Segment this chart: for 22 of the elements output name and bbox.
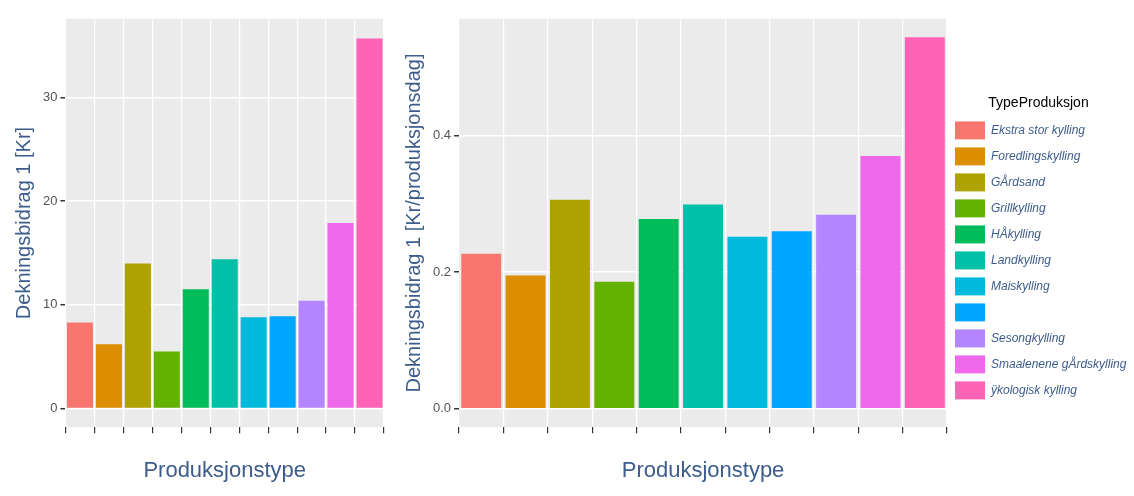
legend-label: Smaalenene gÅrdskylling [991, 355, 1127, 371]
y-tick-label: 10 [42, 296, 58, 312]
x-axis-title: Produksjonstype [621, 456, 785, 482]
legend-label: Maiskylling [991, 278, 1051, 293]
x-axis-title: Produksjonstype [143, 456, 307, 482]
y-tick-label: 0.0 [432, 400, 452, 416]
y-tick-label: 0 [50, 400, 58, 416]
y-axis-title: Dekningsbidrag 1 [Kr/produksjonsdag] [401, 53, 424, 393]
legend-label: ÿkologisk kylling [990, 382, 1078, 397]
y-axis-title: Dekningsbidrag 1 [Kr] [11, 126, 34, 320]
legend-label: Foredlingskylling [991, 148, 1081, 163]
y-tick-label: 30 [42, 89, 58, 105]
legend-label: GÅrdsand [991, 173, 1046, 189]
y-tick-label: 0.2 [432, 263, 452, 279]
y-tick-label: 0.4 [432, 127, 452, 143]
legend-label: Landkylling [991, 252, 1052, 267]
y-tick-label: 20 [42, 192, 58, 208]
legend-label: Grillkylling [991, 200, 1046, 215]
legend-label: Ekstra stor kylling [991, 122, 1086, 137]
legend-label: Sesongkylling [991, 330, 1066, 345]
legend-label: HÅkylling [991, 225, 1042, 241]
legend-title: TypeProduksjon [988, 94, 1089, 111]
